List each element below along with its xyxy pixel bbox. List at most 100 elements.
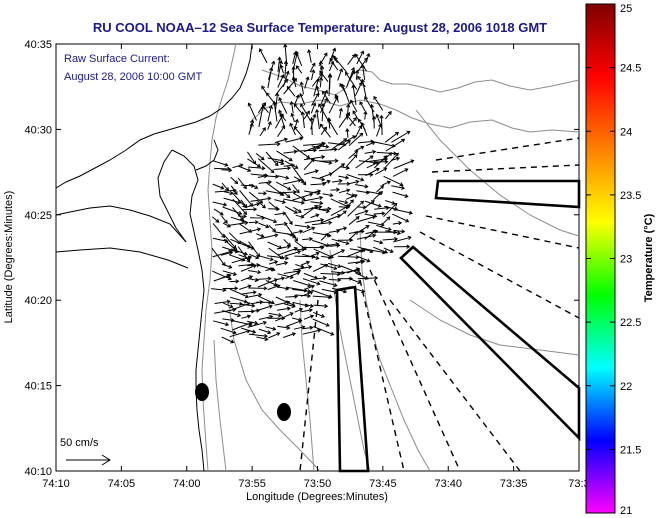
current-vector	[274, 221, 288, 226]
current-vector	[383, 206, 399, 211]
current-vector	[394, 244, 411, 249]
current-vector	[275, 261, 289, 266]
current-vector	[322, 193, 334, 198]
current-vector	[258, 141, 281, 147]
current-vector	[304, 155, 326, 161]
current-vector	[348, 286, 366, 293]
current-vector	[319, 206, 332, 211]
current-vector	[354, 209, 369, 216]
current-vector	[293, 265, 313, 271]
scale-label: 50 cm/s	[60, 437, 99, 449]
current-vector	[357, 275, 379, 281]
current-vector	[354, 272, 369, 280]
current-vector	[277, 74, 285, 88]
current-vector	[347, 179, 360, 185]
radar-footprint-southeast	[399, 245, 581, 442]
current-vector	[295, 214, 305, 219]
current-vector	[347, 267, 361, 274]
current-vector	[320, 214, 342, 224]
current-vector	[331, 287, 348, 294]
current-vector	[283, 77, 297, 95]
current-vector	[346, 67, 355, 88]
current-vector	[383, 175, 404, 187]
current-vector	[231, 255, 253, 264]
current-vector	[221, 215, 228, 224]
current-vector	[258, 191, 268, 196]
x-tick-label: 73:40	[434, 478, 462, 490]
current-vector	[304, 76, 310, 89]
current-vector	[304, 169, 319, 175]
current-vector	[276, 244, 291, 250]
current-vector	[313, 326, 335, 336]
current-vector	[350, 99, 358, 113]
x-axis-label: Longitude (Degrees:Minutes)	[246, 491, 388, 503]
current-vector	[310, 213, 320, 219]
current-vector	[212, 201, 228, 207]
current-vector	[258, 255, 274, 262]
x-axis-ticks: 74:10 74:05 74:00 73:55 73:50 73:45 73:40 73:35…	[42, 44, 590, 490]
current-vector	[373, 155, 388, 169]
current-vector	[371, 115, 377, 129]
current-vector	[274, 199, 286, 204]
current-vector	[295, 65, 303, 74]
current-vector	[292, 229, 304, 234]
current-vector	[248, 220, 259, 225]
current-vector	[284, 303, 296, 309]
current-vector	[289, 100, 294, 114]
current-vector	[220, 327, 237, 335]
current-vector	[237, 214, 248, 219]
current-vector	[330, 204, 351, 217]
current-vector	[256, 300, 273, 305]
current-vector	[294, 94, 300, 104]
current-vector	[392, 220, 403, 226]
current-vector	[282, 191, 291, 199]
current-vector	[348, 216, 360, 226]
colorbar-tick-label: 25	[620, 3, 632, 15]
current-vector	[318, 103, 329, 122]
current-vector	[232, 198, 248, 216]
current-vector	[363, 110, 368, 120]
current-vector	[257, 233, 279, 240]
current-vector	[222, 263, 233, 269]
current-vector	[248, 269, 262, 275]
current-vector	[300, 103, 312, 122]
current-vector	[222, 270, 238, 276]
current-vector	[284, 213, 293, 225]
current-vector	[249, 253, 260, 260]
current-vector	[256, 336, 269, 342]
current-vector	[310, 251, 320, 257]
current-vector	[383, 247, 394, 253]
current-vector	[364, 229, 377, 240]
current-vector	[357, 256, 371, 263]
current-vector	[221, 167, 233, 173]
current-vector	[213, 160, 229, 167]
current-vector	[311, 92, 319, 106]
current-vector	[346, 174, 365, 182]
current-vector	[376, 224, 392, 232]
current-vector	[302, 278, 321, 286]
current-vector	[367, 221, 385, 227]
current-vector	[338, 135, 357, 146]
current-vector	[293, 103, 303, 115]
scale-arrow	[66, 454, 111, 466]
current-vector	[337, 68, 343, 81]
current-vector	[356, 50, 365, 65]
y-tick-label: 40:10	[24, 466, 52, 478]
current-vector	[382, 216, 391, 225]
radar-footprints	[335, 179, 581, 473]
current-vector	[274, 300, 291, 306]
current-vector	[211, 216, 220, 223]
current-vector	[272, 100, 278, 122]
colorbar-tick-label: 23	[620, 254, 632, 266]
current-vector	[293, 280, 312, 288]
current-vector	[311, 220, 333, 226]
current-vector	[277, 246, 298, 256]
current-vector	[348, 230, 359, 241]
current-vector	[276, 150, 293, 162]
current-vector	[267, 67, 274, 89]
current-vector	[338, 188, 351, 194]
radar-footprint-east	[434, 179, 581, 209]
current-vector	[277, 175, 290, 180]
current-vector	[230, 176, 239, 185]
current-vector	[259, 127, 266, 137]
